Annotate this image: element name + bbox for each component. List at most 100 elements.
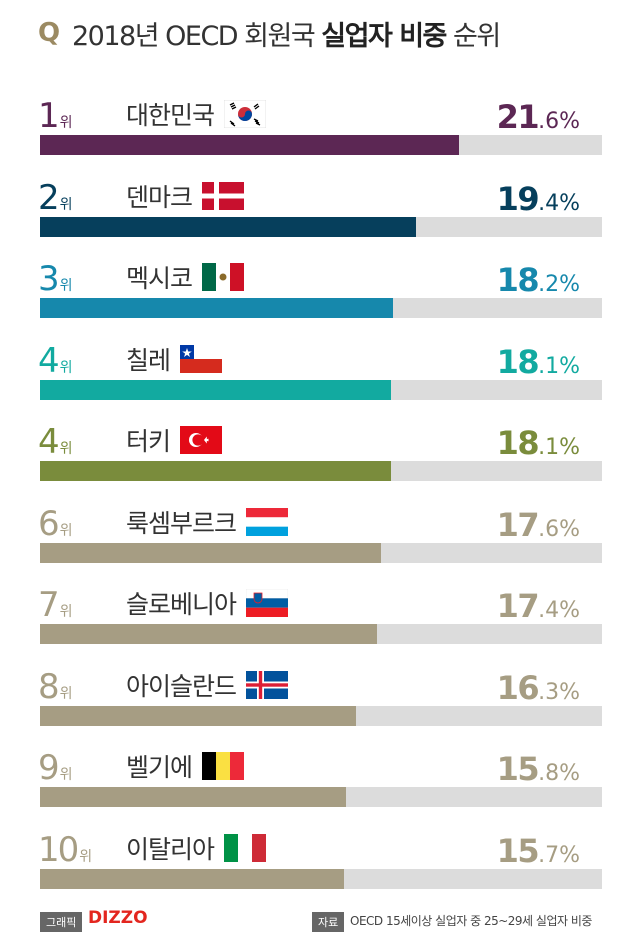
rank-number: 7 (38, 585, 60, 625)
title-part-bold: 실업자 비중 (321, 21, 447, 52)
rank-number: 4 (38, 340, 60, 381)
value-decimal: .2% (538, 272, 580, 297)
bar-track (40, 461, 602, 481)
bar-track (40, 379, 602, 400)
rank-number: 6 (38, 503, 60, 544)
country-name: 터키 (126, 427, 171, 456)
belgium-flag-icon (202, 752, 245, 780)
luxembourg-flag-icon (246, 507, 289, 536)
country-name: 대한민국 (126, 101, 215, 130)
q-icon: Q (38, 18, 61, 48)
country-name: 슬로베니아 (126, 590, 237, 619)
slovenia-flag-icon (246, 589, 289, 617)
rank-number: 10 (38, 829, 79, 870)
rank-suffix: 위 (59, 115, 73, 131)
footer: 그래픽 DIZZO 자료 OECD 15세이상 실업자 중 25~29세 실업자… (0, 900, 640, 940)
bar-track (40, 542, 602, 563)
chart-title: 2018년 OECD 회원국 실업자 비중 순위 (72, 14, 501, 53)
value-label: 21.6% (497, 98, 580, 136)
source-label: 자료 (312, 912, 345, 932)
rank-suffix: 위 (59, 767, 73, 783)
ranking-row: 6 위 룩셈부르크 17.6% (0, 490, 640, 572)
bar (40, 298, 393, 318)
rank-suffix: 위 (59, 441, 73, 457)
rank-number: 4 (38, 422, 60, 462)
value-integer: 18 (496, 424, 540, 462)
rank-number: 1 (38, 96, 60, 136)
country-label: 이탈리아 (126, 830, 267, 866)
country-label: 벨기에 (126, 748, 245, 784)
country-label: 아이슬란드 (126, 667, 289, 703)
denmark-flag-icon (202, 181, 245, 210)
value-decimal: .4% (538, 598, 580, 623)
bar (40, 868, 344, 889)
title-part-2: 순위 (445, 21, 501, 52)
value-decimal: .1% (538, 435, 580, 460)
value-integer: 15 (496, 750, 540, 788)
country-name: 멕시코 (126, 264, 193, 293)
graphic-label: 그래픽 (40, 912, 83, 932)
country-label: 칠레 (126, 341, 223, 377)
value-label: 16.3% (497, 669, 580, 707)
country-name: 벨기에 (126, 753, 193, 782)
bar (40, 461, 391, 481)
ranking-row: 9 위 벨기에 15.8% (0, 734, 640, 816)
country-label: 룩셈부르크 (126, 504, 289, 540)
ranking-row: 4 위 터키 18.1% (0, 408, 640, 490)
value-decimal: .4% (538, 190, 580, 216)
value-label: 18.1% (497, 424, 580, 462)
rank-number: 9 (38, 748, 60, 788)
rank-suffix: 위 (79, 848, 93, 865)
rank-label: 10 위 (38, 830, 98, 870)
bar-track (40, 868, 602, 889)
value-decimal: .7% (538, 842, 580, 868)
mexico-flag-icon (202, 263, 245, 291)
rank-suffix: 위 (59, 685, 73, 702)
bar (40, 624, 377, 644)
value-integer: 15 (496, 831, 540, 870)
rank-number: 2 (38, 177, 60, 218)
value-decimal: .6% (538, 109, 580, 134)
turkey-flag-icon (180, 426, 223, 454)
value-integer: 18 (496, 261, 540, 299)
rank-number: 3 (38, 259, 60, 299)
bar (40, 216, 416, 237)
value-label: 18.1% (497, 343, 580, 381)
bar-track (40, 298, 602, 318)
value-integer: 19 (496, 179, 540, 218)
south-korea-flag-icon (224, 100, 267, 128)
value-label: 15.8% (497, 750, 580, 788)
country-label: 슬로베니아 (126, 585, 289, 621)
bar-track (40, 216, 602, 237)
value-decimal: .1% (538, 353, 580, 379)
bar (40, 379, 391, 400)
ranking-row: 1 위 대한민국 21.6% (0, 82, 640, 164)
ranking-row: 3 위 멕시코 18.2% (0, 245, 640, 327)
rank-suffix: 위 (59, 359, 73, 376)
rank-number: 8 (38, 666, 60, 707)
value-label: 17.4% (497, 587, 580, 625)
value-integer: 16 (496, 668, 540, 707)
ranking-row: 10 위 이탈리아 15.7% (0, 816, 640, 898)
country-name: 이탈리아 (126, 834, 215, 864)
bar (40, 705, 356, 726)
header: Q 2018년 OECD 회원국 실업자 비중 순위 (0, 0, 640, 70)
bar-track (40, 135, 602, 155)
ranking-chart: 1 위 대한민국 21.6% 2 위 덴마크 19.4% 3 위 멕시코 18.2% 4 위 칠레 18.1%… (0, 82, 640, 897)
country-name: 칠레 (126, 345, 171, 375)
country-name: 룩셈부르크 (126, 508, 237, 538)
source-text: OECD 15세이상 실업자 중 25~29세 실업자 비중 (350, 914, 592, 928)
italy-flag-icon (224, 833, 267, 862)
brand-logo: DIZZO (88, 908, 148, 928)
rank-suffix: 위 (59, 522, 73, 539)
value-label: 18.2% (497, 261, 580, 299)
ranking-row: 4 위 칠레 18.1% (0, 327, 640, 409)
rank-suffix: 위 (59, 278, 73, 294)
